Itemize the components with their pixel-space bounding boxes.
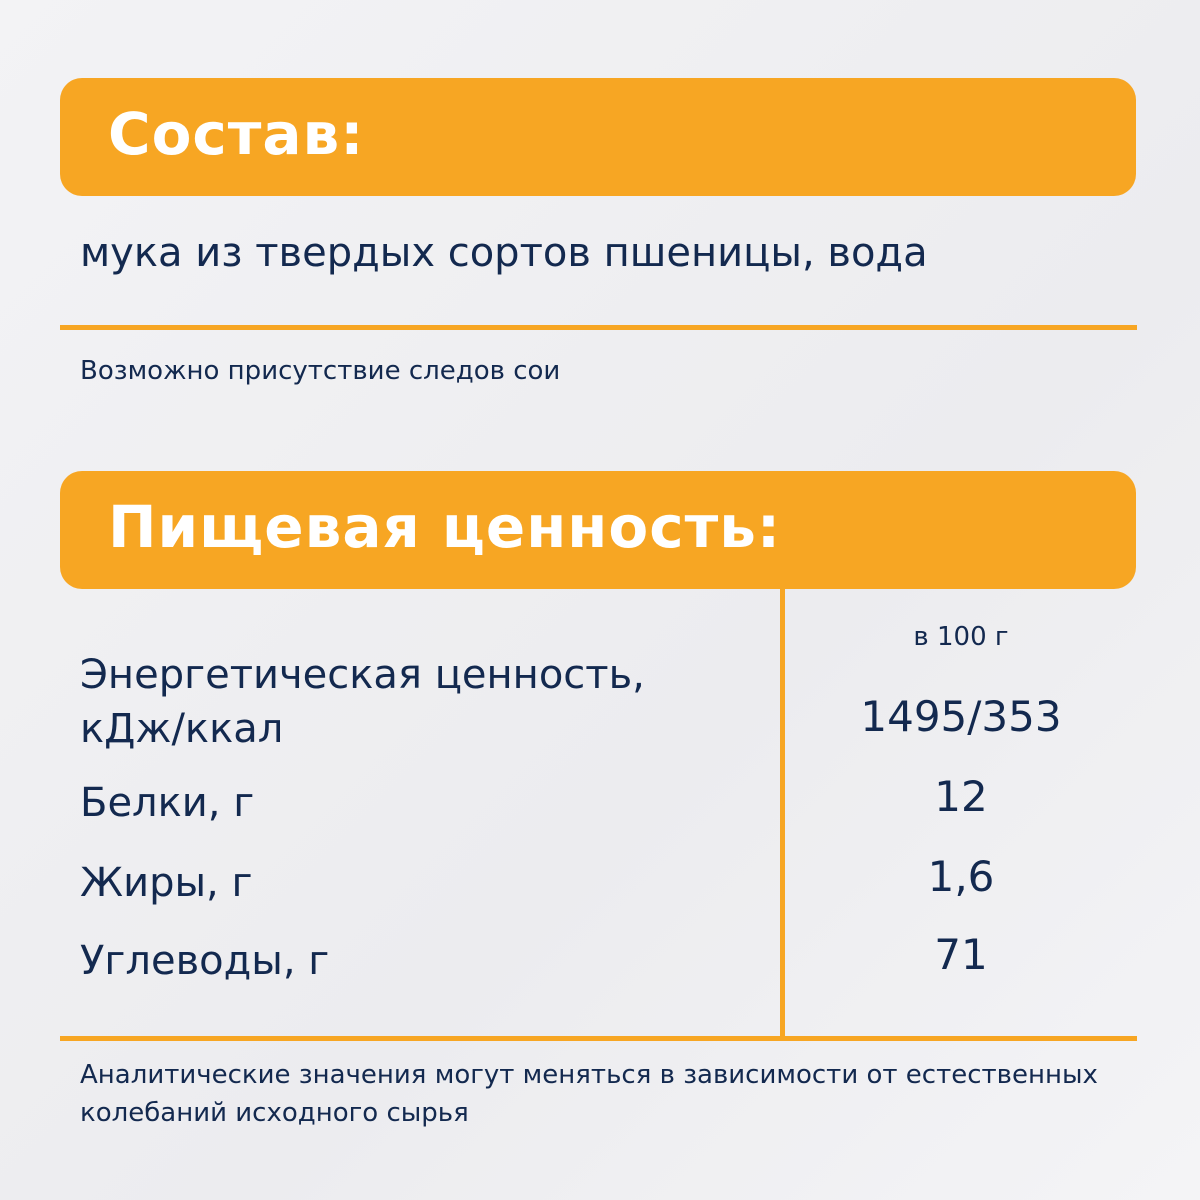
- nutrition-title: Пищевая ценность:: [108, 493, 782, 561]
- row-label: Углеводы, г: [80, 938, 330, 984]
- divider: [60, 1036, 1137, 1041]
- row-label: Энергетическая ценность,: [80, 652, 645, 698]
- column-header: в 100 г: [913, 622, 1009, 652]
- row-label: Жиры, г: [80, 860, 253, 906]
- row-value: 1,6: [927, 852, 995, 901]
- divider: [60, 325, 1137, 330]
- footnote-line: колебаний исходного сырья: [80, 1098, 469, 1128]
- row-value: 71: [934, 930, 988, 979]
- nutrition-banner: Пищевая ценность:: [60, 471, 1136, 589]
- footnote: Аналитические значения могут меняться в …: [80, 1056, 1098, 1132]
- ingredients-text: мука из твердых сортов пшеницы, вода: [80, 230, 928, 276]
- composition-title: Состав:: [108, 100, 365, 168]
- row-label: кДж/ккал: [80, 706, 284, 752]
- column-divider: [780, 589, 785, 1037]
- footnote-line: Аналитические значения могут меняться в …: [80, 1060, 1098, 1090]
- row-value: 12: [934, 772, 988, 821]
- nutrition-row-energy: Энергетическая ценность, кДж/ккал: [80, 648, 645, 756]
- composition-banner: Состав:: [60, 78, 1136, 196]
- row-value: 1495/353: [860, 692, 1062, 741]
- row-label: Белки, г: [80, 780, 255, 826]
- allergen-note: Возможно присутствие следов сои: [80, 356, 561, 386]
